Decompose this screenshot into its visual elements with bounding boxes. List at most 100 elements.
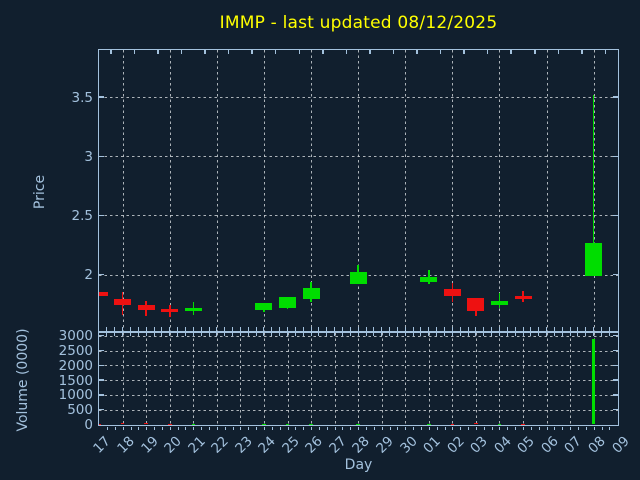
tick-mark	[279, 426, 281, 430]
tick-mark	[593, 426, 595, 430]
x-tick-label: 09	[608, 433, 633, 457]
tick-mark	[569, 327, 571, 331]
volume-ytick-label: 1000	[58, 387, 93, 404]
tick-mark	[506, 332, 508, 336]
tick-mark	[153, 327, 155, 331]
volume-bar-day-08	[591, 338, 596, 425]
tick-mark	[498, 332, 500, 336]
tick-mark	[99, 379, 104, 381]
price-panel	[98, 49, 619, 332]
tick-mark	[420, 426, 422, 430]
tick-mark	[428, 426, 430, 430]
tick-mark	[247, 332, 249, 336]
tick-mark	[436, 327, 438, 331]
volume-bar-day-03	[474, 423, 478, 425]
tick-mark	[322, 50, 324, 54]
tick-mark	[114, 332, 116, 336]
tick-mark	[184, 332, 186, 336]
tick-mark	[612, 408, 618, 411]
tick-mark	[318, 332, 320, 336]
volume-bar-day-26	[309, 423, 313, 425]
tick-mark	[577, 426, 579, 430]
volume-bar-day-18	[120, 422, 125, 425]
tick-mark	[420, 327, 422, 331]
tick-mark	[459, 332, 461, 336]
tick-mark	[585, 332, 587, 336]
tick-mark	[585, 327, 587, 331]
volume-bar-day-01	[427, 423, 431, 425]
tick-mark	[271, 332, 273, 336]
tick-mark	[538, 426, 540, 430]
tick-mark	[193, 426, 195, 430]
tick-mark	[397, 426, 399, 430]
tick-mark	[216, 332, 218, 336]
tick-mark	[538, 332, 540, 336]
tick-mark	[192, 327, 194, 331]
tick-mark	[444, 327, 445, 331]
tick-mark	[326, 426, 328, 430]
tick-mark	[534, 50, 536, 54]
tick-mark	[130, 426, 132, 430]
tick-mark	[200, 327, 202, 331]
volume-vgridline	[122, 332, 124, 425]
tick-mark	[365, 327, 367, 331]
tick-mark	[561, 332, 563, 336]
chart-title: IMMP - last updated 08/12/2025	[219, 13, 498, 33]
tick-mark	[514, 327, 516, 331]
tick-mark	[483, 332, 485, 336]
tick-mark	[604, 50, 607, 54]
price-vgridline	[311, 50, 313, 331]
volume-vgridline	[287, 332, 289, 425]
tick-mark	[554, 426, 556, 430]
tick-mark	[99, 364, 104, 367]
tick-mark	[350, 426, 352, 430]
volume-ytick-label: 2000	[58, 357, 93, 374]
tick-mark	[318, 426, 320, 430]
candlestick-day-05	[514, 295, 532, 300]
tick-mark	[451, 327, 453, 331]
tick-mark	[310, 332, 312, 336]
tick-mark	[224, 332, 226, 336]
x-tick-label: 07	[561, 433, 586, 457]
tick-mark	[467, 327, 469, 331]
tick-mark	[216, 327, 218, 331]
volume-vgridline	[334, 332, 336, 425]
tick-mark	[428, 332, 430, 336]
tick-mark	[366, 426, 367, 430]
tick-mark	[522, 332, 524, 336]
tick-mark	[294, 327, 296, 331]
tick-mark	[177, 327, 179, 331]
tick-mark	[232, 332, 234, 336]
tick-mark	[130, 327, 131, 331]
tick-mark	[412, 327, 414, 331]
tick-mark	[358, 426, 360, 430]
tick-mark	[609, 426, 611, 430]
tick-mark	[365, 332, 367, 336]
volume-vgridline	[452, 332, 454, 425]
tick-mark	[110, 50, 112, 54]
x-tick-label: 01	[420, 433, 444, 457]
candlestick-day-21	[184, 307, 202, 312]
x-tick-label: 06	[538, 433, 562, 457]
tick-mark	[581, 50, 583, 54]
x-tick-label: 30	[396, 433, 421, 457]
volume-plot-area	[99, 332, 618, 425]
candlestick-day-08	[585, 242, 603, 276]
tick-mark	[161, 426, 163, 430]
volume-ytick-label: 3000	[58, 328, 93, 345]
x-tick-label: 24	[255, 433, 280, 457]
tick-mark	[157, 50, 159, 54]
tick-mark	[459, 327, 461, 331]
tick-mark	[601, 327, 602, 331]
tick-mark	[224, 327, 226, 331]
price-ytick-label: 2	[84, 267, 93, 283]
volume-vgridline	[381, 332, 383, 425]
tick-mark	[153, 332, 155, 336]
price-vgridline	[358, 50, 360, 331]
volume-vgridline	[475, 332, 477, 425]
tick-mark	[498, 327, 500, 331]
tick-mark	[184, 327, 186, 331]
tick-mark	[106, 426, 108, 430]
tick-mark	[130, 332, 131, 336]
x-tick-label: 21	[184, 433, 209, 457]
